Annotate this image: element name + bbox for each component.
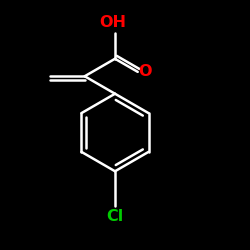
Text: OH: OH	[99, 14, 126, 30]
Text: O: O	[138, 64, 152, 79]
Text: Cl: Cl	[106, 209, 124, 224]
